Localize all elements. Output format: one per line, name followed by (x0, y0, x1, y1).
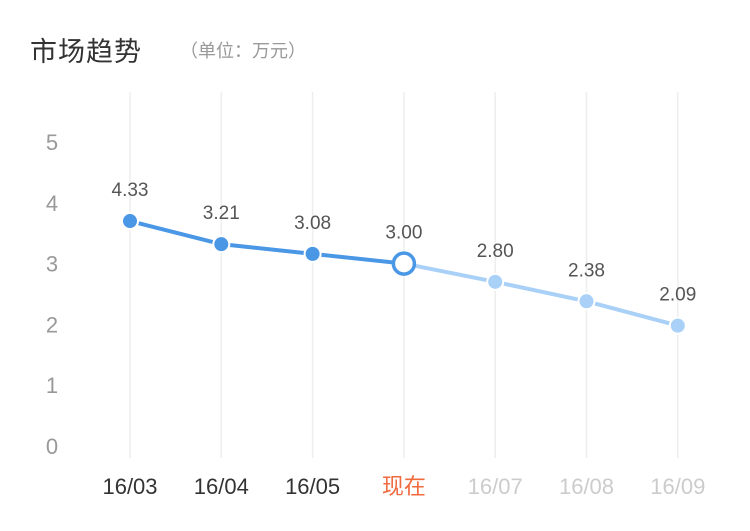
chart-title: 市场趋势 (30, 37, 142, 68)
current-point (391, 251, 417, 276)
x-tick-label: 16/03 (102, 474, 157, 499)
unit-label: （单位：万元） (180, 41, 306, 62)
data-label: 4.33 (112, 180, 149, 201)
x-label-current: 现在 (382, 474, 426, 499)
data-label: 2.80 (477, 241, 514, 262)
forecast-point (668, 316, 687, 335)
data-point (303, 244, 322, 263)
y-tick-label: 0 (46, 434, 58, 459)
data-label: 3.21 (203, 203, 240, 224)
data-label: 2.09 (659, 285, 696, 306)
data-point (121, 212, 139, 231)
past-line-segment (128, 219, 224, 247)
x-tick-label: 16/07 (468, 474, 523, 499)
x-tick-label: 16/05 (285, 474, 340, 499)
y-tick-label: 4 (46, 191, 58, 216)
x-tick-label: 16/09 (650, 474, 705, 499)
forecast-line-segment (401, 261, 498, 284)
forecast-line-segment (493, 279, 589, 304)
forecast-line-segment (584, 299, 680, 328)
past-line-segment (219, 242, 315, 256)
y-tick-label: 1 (46, 373, 58, 398)
data-point (212, 235, 231, 254)
past-line-segment (310, 251, 406, 266)
x-tick-label: 16/08 (559, 474, 614, 499)
x-tick-label: 16/04 (194, 474, 249, 499)
y-tick-label: 2 (46, 312, 58, 337)
data-label: 2.38 (568, 260, 605, 281)
y-tick-label: 5 (46, 130, 58, 155)
data-label: 3.08 (294, 213, 331, 234)
y-tick-label: 3 (46, 252, 58, 277)
data-label: 3.00 (385, 223, 422, 244)
forecast-point (577, 292, 596, 311)
forecast-point (486, 272, 505, 291)
